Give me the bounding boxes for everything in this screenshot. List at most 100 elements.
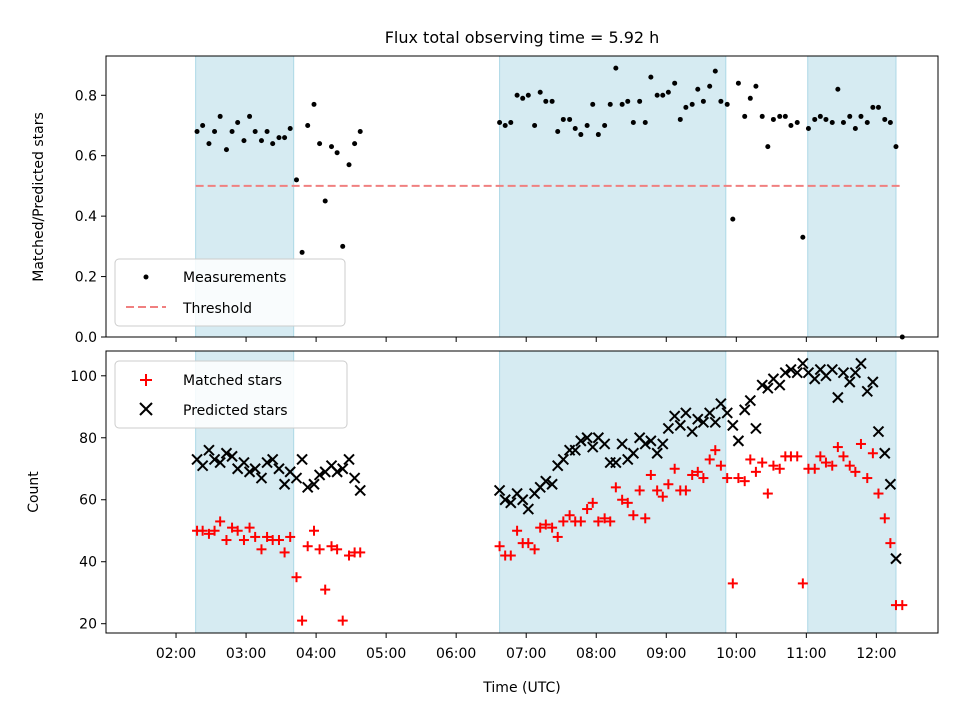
- matched-star-point: [855, 438, 866, 449]
- predicted-star-stroke-b: [657, 438, 669, 450]
- predicted-star-stroke-b: [284, 466, 296, 478]
- predicted-star-stroke-b: [837, 366, 850, 379]
- matched-star-point: [757, 457, 768, 468]
- bottom-axes-frame: [105, 350, 939, 634]
- predicted-star-point: [255, 472, 268, 484]
- measurement-point: [835, 86, 841, 92]
- predicted-star-stroke-b: [732, 435, 745, 447]
- matched-star-point: [291, 572, 302, 583]
- measurement-point: [887, 119, 893, 125]
- predicted-star-stroke-b: [546, 478, 558, 490]
- matched-star-point: [722, 473, 733, 484]
- predicted-star-stroke-b: [662, 422, 675, 435]
- predicted-star-stroke-b: [861, 385, 873, 397]
- matched-star-point: [203, 528, 214, 539]
- legend-measurement-marker: [143, 274, 149, 280]
- predicted-star-stroke-b: [890, 552, 902, 565]
- measurement-point: [247, 113, 253, 119]
- predicted-star-stroke-b: [290, 472, 303, 484]
- measurement-point: [665, 89, 671, 95]
- predicted-star-stroke-b: [809, 373, 821, 385]
- predicted-star-stroke-b: [627, 447, 640, 459]
- measurement-point: [689, 101, 695, 107]
- matched-star-point: [815, 451, 826, 462]
- predicted-star-point: [331, 466, 343, 478]
- shaded-region: [807, 350, 897, 634]
- matched-star-point: [355, 547, 366, 558]
- matched-star-point: [273, 535, 284, 546]
- matched-star-point: [209, 525, 220, 536]
- measurement-point: [817, 113, 823, 119]
- bottom-y-tick-label: 20: [79, 617, 97, 633]
- matched-star-point: [558, 516, 569, 527]
- bottom-legend: Matched stars Predicted stars: [114, 360, 348, 429]
- measurement-point: [567, 116, 573, 122]
- matched-star-point: [727, 578, 738, 589]
- predicted-star-stroke-b: [872, 425, 885, 438]
- predicted-star-stroke-b: [249, 463, 261, 475]
- top-y-tick-label: 0.8: [75, 88, 97, 104]
- measurement-point: [584, 122, 590, 128]
- measurement-point: [875, 104, 881, 110]
- predicted-star-stroke-b: [238, 456, 250, 469]
- predicted-star-stroke-b: [273, 463, 285, 475]
- predicted-star-stroke-b: [522, 503, 535, 515]
- matched-star-point: [827, 460, 838, 471]
- matched-star-point: [762, 488, 773, 499]
- predicted-star-point: [273, 463, 285, 475]
- predicted-star-point: [774, 379, 786, 391]
- predicted-star-stroke-b: [756, 379, 768, 391]
- measurement-point: [607, 101, 613, 107]
- measurement-point: [299, 249, 305, 255]
- predicted-star-stroke-b: [557, 453, 570, 466]
- matched-star-point: [605, 516, 616, 527]
- matched-star-point: [599, 513, 610, 524]
- matched-star-point: [897, 600, 908, 611]
- predicted-star-stroke-b: [354, 484, 366, 497]
- predicted-star-point: [238, 456, 250, 469]
- measurement-point: [602, 122, 608, 128]
- predicted-star-point: [879, 447, 891, 459]
- matched-star-point: [529, 544, 540, 555]
- top-panel: 0.0 0.2 0.4 0.6 0.8 Flux total observing tim…: [31, 28, 939, 346]
- measurement-point: [194, 129, 200, 135]
- predicted-star-point: [266, 453, 279, 466]
- predicted-star-stroke-b: [668, 410, 681, 422]
- matched-star-point: [215, 516, 226, 527]
- predicted-star-stroke-b: [832, 391, 844, 404]
- predicted-star-stroke-b: [709, 416, 722, 428]
- bottom-y-tick-label: 60: [79, 493, 97, 509]
- x-axis-label: Time (UTC): [482, 680, 560, 696]
- measurement-point: [508, 119, 514, 125]
- measurement-point: [677, 116, 683, 122]
- measurement-point: [823, 116, 829, 122]
- predicted-star-point: [575, 435, 587, 447]
- predicted-star-point: [832, 391, 844, 404]
- predicted-star-point: [762, 382, 774, 394]
- matched-star-point: [535, 522, 546, 533]
- measurement-point: [759, 113, 765, 119]
- predicted-star-stroke-b: [587, 441, 599, 453]
- bottom-y-ticks: 20 40 60 80 100: [70, 369, 106, 633]
- matched-star-point: [320, 584, 331, 595]
- matched-star-point: [768, 460, 779, 471]
- measurement-point: [683, 104, 689, 110]
- measurement-point: [223, 147, 229, 153]
- measurement-point: [870, 104, 876, 110]
- measurement-point: [340, 243, 346, 249]
- measurement-point: [305, 122, 311, 128]
- top-legend: Measurements Threshold: [114, 258, 346, 327]
- matched-star-point: [715, 460, 726, 471]
- matched-star-point: [617, 494, 628, 505]
- measurement-point: [595, 132, 601, 138]
- matched-star-point: [552, 531, 563, 542]
- top-axes-frame: [105, 55, 939, 338]
- measurement-point: [532, 122, 538, 128]
- matched-star-point: [326, 541, 337, 552]
- measurement-point: [258, 138, 264, 144]
- x-tick-label: 02:00: [156, 646, 196, 662]
- measurement-point: [282, 135, 288, 141]
- predicted-star-stroke-b: [313, 469, 326, 481]
- predicted-star-stroke-b: [208, 453, 221, 466]
- predicted-star-point: [569, 444, 581, 456]
